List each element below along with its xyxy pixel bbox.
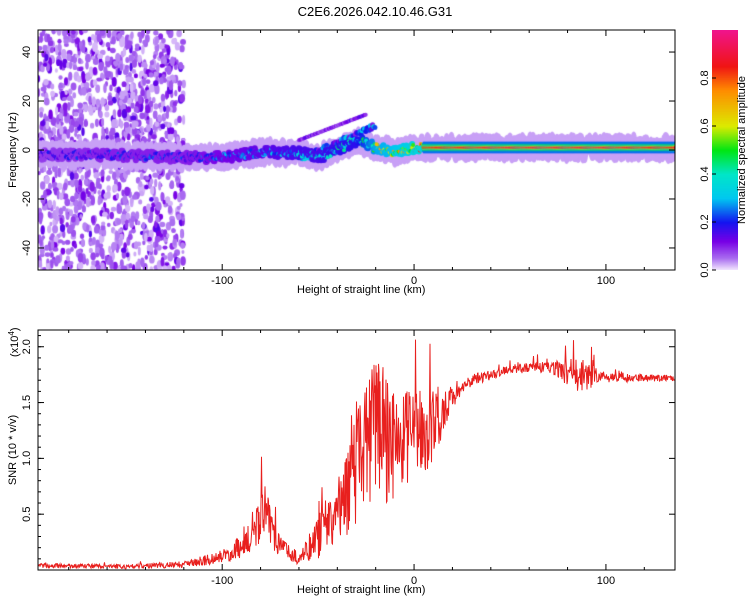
- snr-line: [37, 339, 676, 570]
- colorbar-label: Normalized spectral amplitude: [736, 76, 748, 224]
- figure-title: C2E6.2026.042.10.46.G31: [297, 4, 453, 19]
- colorbar-tick-label: 0.6: [699, 118, 711, 133]
- top-y-label: Frequency (Hz): [7, 112, 19, 188]
- colorbar-tick-label: 0.2: [699, 214, 711, 229]
- top-frame: [37, 29, 676, 271]
- spectrogram-heatmap: [38, 30, 675, 270]
- top-y-tick-label: 0: [21, 147, 33, 153]
- y-scale-label: (x104): [7, 327, 21, 357]
- top-y-tick-label: -20: [21, 191, 33, 207]
- bottom-x-label: Height of straight line (km): [297, 584, 425, 596]
- bottom-x-tick-label: 0: [411, 575, 417, 587]
- top-x-tick-label: 100: [597, 275, 615, 287]
- bottom-y-tick-label: 2.0: [21, 339, 33, 354]
- top-y-tick-label: -40: [21, 240, 33, 256]
- top-y-tick-label: 20: [21, 95, 33, 107]
- colorbar-tick-label: 0.8: [699, 70, 711, 85]
- top-y-tick-label: 40: [21, 46, 33, 58]
- top-x-tick-label: 0: [411, 275, 417, 287]
- colorbar-axes: 0.0 0.2 0.4 0.6 0.8: [699, 70, 716, 278]
- bottom-x-tick-label: -100: [211, 575, 233, 587]
- top-x-tick-label: -100: [211, 275, 233, 287]
- bottom-y-label: SNR (10 * v/v): [7, 415, 19, 485]
- snr-axes: -100 0 100 0.5 1.0 1.5 2.0: [21, 329, 676, 587]
- bottom-y-tick-label: 1.5: [21, 395, 33, 410]
- bottom-y-tick-label: 0.5: [21, 507, 33, 522]
- colorbar: [712, 30, 738, 270]
- bottom-frame: [37, 329, 676, 571]
- bottom-x-tick-label: 100: [597, 575, 615, 587]
- top-x-label: Height of straight line (km): [297, 284, 425, 296]
- colorbar-tick-label: 0.4: [699, 166, 711, 181]
- spectrogram-axes: -100 0 100 -40 -20 0 20 40: [21, 29, 676, 287]
- colorbar-tick-label: 0.0: [699, 262, 711, 277]
- bottom-y-tick-label: 1.0: [21, 451, 33, 466]
